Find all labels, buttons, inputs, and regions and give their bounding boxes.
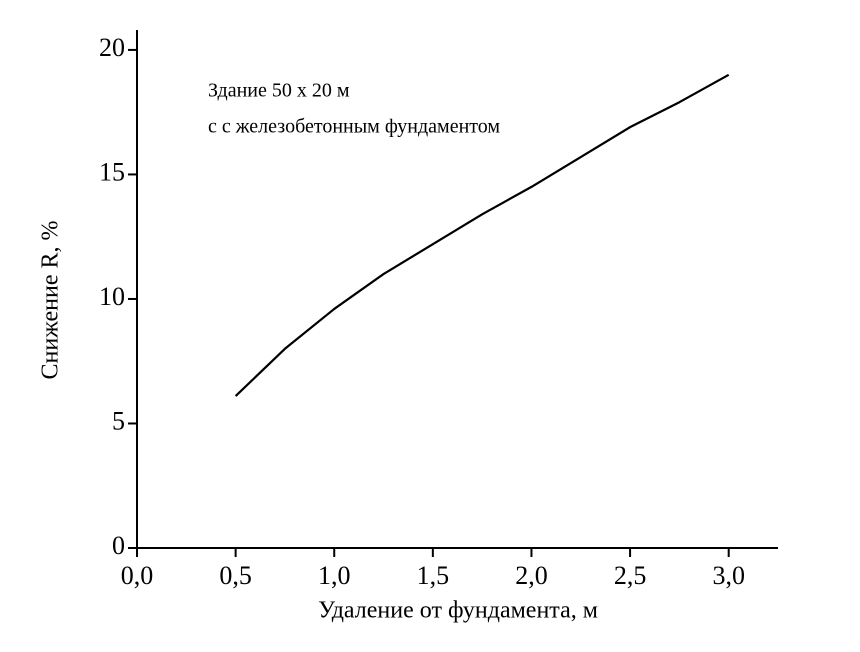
y-tick-label: 0 bbox=[112, 531, 125, 560]
x-axis-label: Удаление от фундамента, м bbox=[318, 598, 598, 624]
line bbox=[234, 73, 730, 397]
y-axis-label: Снижение R, % bbox=[38, 221, 64, 380]
x-tick-label: 3,0 bbox=[712, 561, 745, 590]
x-tick-label: 1,5 bbox=[417, 561, 450, 590]
annotation: с с железобетонным фундаментом bbox=[208, 116, 500, 138]
annotation: Здание 50 х 20 м bbox=[208, 80, 350, 102]
y-tick-label: 10 bbox=[99, 282, 125, 311]
y-tick-label: 5 bbox=[112, 406, 125, 435]
x-tick-label: 2,0 bbox=[515, 561, 548, 590]
y-tick-label: 20 bbox=[99, 33, 125, 62]
x-tick-label: 0,5 bbox=[219, 561, 252, 590]
x-tick-label: 1,0 bbox=[318, 561, 351, 590]
y-tick-label: 15 bbox=[99, 157, 125, 186]
x-tick-label: 2,5 bbox=[614, 561, 647, 590]
x-tick-label: 0,0 bbox=[121, 561, 154, 590]
